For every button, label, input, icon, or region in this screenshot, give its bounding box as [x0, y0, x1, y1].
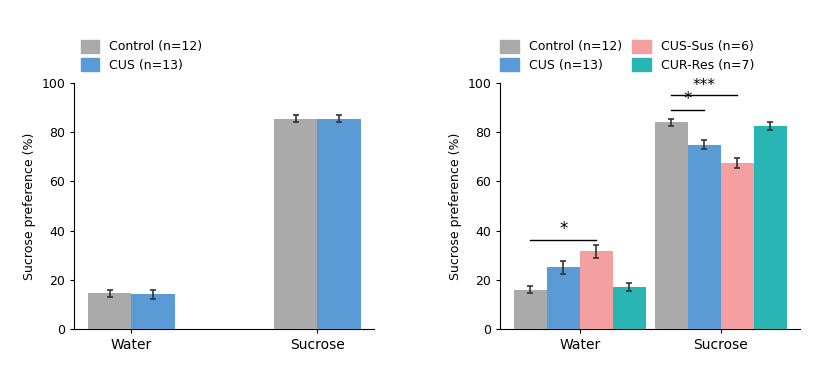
- Bar: [613, 287, 645, 329]
- Bar: [514, 290, 547, 329]
- Text: ***: ***: [693, 79, 716, 93]
- Bar: [547, 268, 580, 329]
- Legend: Control (n=12), CUS (n=13), CUS-Sus (n=6), CUR-Res (n=7): Control (n=12), CUS (n=13), CUS-Sus (n=6…: [501, 40, 755, 72]
- Text: *: *: [559, 220, 568, 239]
- Bar: [754, 126, 786, 329]
- Bar: [688, 144, 721, 329]
- Bar: [580, 251, 613, 329]
- Bar: [655, 122, 688, 329]
- Legend: Control (n=12), CUS (n=13): Control (n=12), CUS (n=13): [81, 40, 202, 72]
- Text: *: *: [684, 90, 692, 108]
- Bar: [88, 293, 131, 329]
- Bar: [131, 294, 175, 329]
- Y-axis label: Sucrose preference (%): Sucrose preference (%): [449, 132, 462, 280]
- Bar: [274, 119, 318, 329]
- Y-axis label: Sucrose preference (%): Sucrose preference (%): [23, 132, 35, 280]
- Bar: [721, 163, 754, 329]
- Bar: [318, 119, 361, 329]
